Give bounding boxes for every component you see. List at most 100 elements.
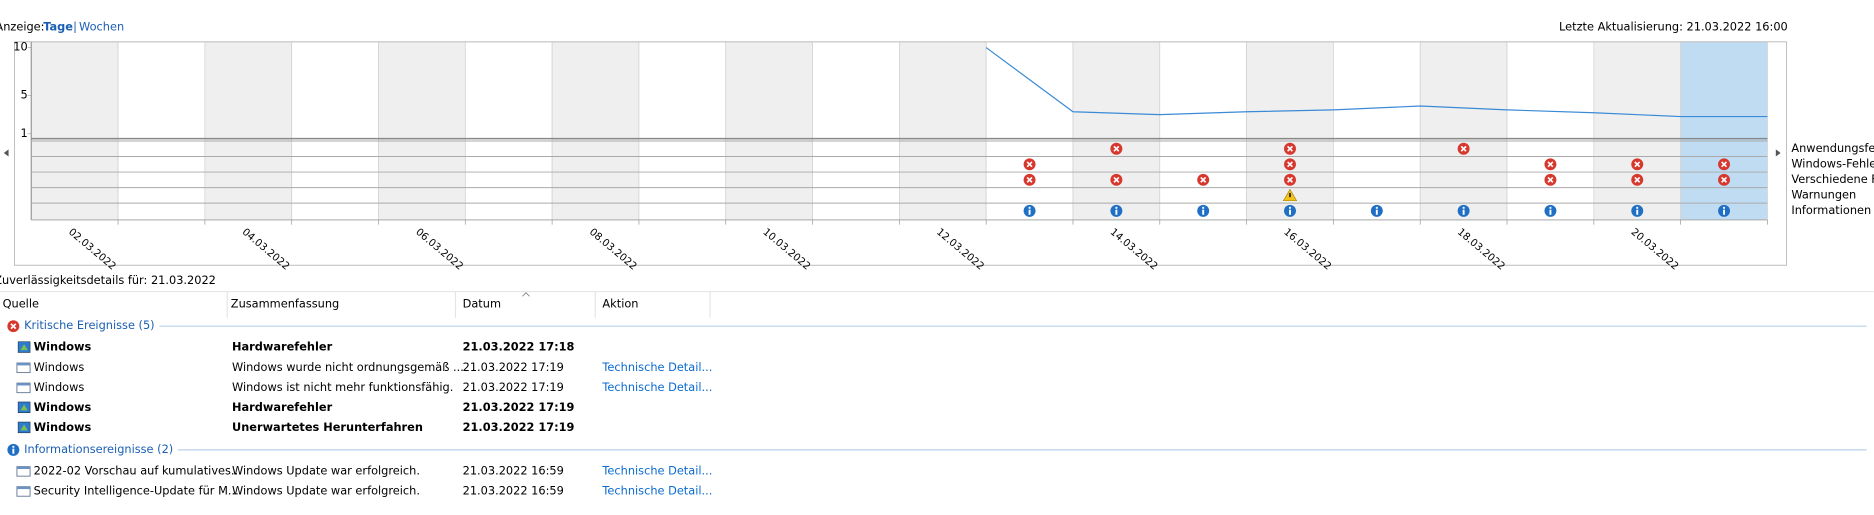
scroll-right[interactable]: [1775, 149, 1781, 157]
column-header[interactable]: Aktion: [602, 297, 638, 311]
day-column: [1072, 41, 1161, 221]
error-icon: [1023, 158, 1036, 171]
stability-line: [985, 47, 1681, 118]
row-source: Windows: [34, 360, 85, 374]
icon-bar: [1289, 192, 1291, 198]
error-icon: [1631, 173, 1644, 186]
row-summary: Hardwarefehler: [232, 400, 333, 414]
day-column: [812, 41, 900, 221]
column-header[interactable]: Zusammenfassung: [231, 297, 339, 311]
day-column: [117, 41, 206, 221]
icon-cross: [1287, 161, 1293, 168]
row-source: Windows: [34, 400, 92, 414]
icon-dot: [1202, 206, 1205, 209]
icon-bar: [1375, 209, 1378, 215]
source-icon-bar: [16, 486, 31, 490]
view-label: Anzeige:: [0, 19, 44, 33]
row-summary: Unerwartetes Herunterfahren: [232, 420, 423, 434]
row-date: 21.03.2022 17:19: [463, 400, 575, 414]
icon-dot: [1375, 206, 1378, 209]
row-action[interactable]: Technische Detail...: [601, 463, 712, 477]
group-title: Kritische Ereignisse (5): [24, 318, 155, 332]
row-date: 21.03.2022 16:59: [463, 483, 564, 497]
icon-dot: [1636, 206, 1639, 209]
icon-cross: [1547, 161, 1554, 168]
info-icon: [1197, 204, 1210, 217]
info-icon: [1370, 204, 1383, 217]
row-action[interactable]: Technische Detail...: [601, 380, 712, 394]
day-column: [1333, 41, 1421, 221]
icon-dot: [1549, 206, 1552, 209]
info-icon: [1284, 204, 1296, 217]
error-icon: [7, 320, 20, 333]
day-column: [204, 41, 293, 221]
day-column: [1159, 41, 1247, 221]
icon-cross: [1634, 161, 1641, 168]
icon-bar: [1636, 209, 1639, 215]
icon-dot: [1462, 206, 1465, 209]
row-date: 21.03.2022 17:18: [463, 340, 575, 354]
last-update: Letzte Aktualisierung: 21.03.2022 16:00: [1559, 19, 1788, 33]
day-column: [551, 41, 640, 221]
day-column: [1419, 41, 1508, 221]
row-source: Windows: [34, 340, 92, 354]
error-icon: [1284, 158, 1296, 171]
day-column: [1593, 41, 1682, 221]
info-icon: [1631, 204, 1644, 217]
view-sep: |: [73, 19, 77, 33]
error-icon: [1110, 142, 1123, 155]
icon-cross: [1721, 176, 1728, 183]
error-icon: [1718, 173, 1731, 186]
error-icon: [1197, 173, 1210, 186]
row-summary: Hardwarefehler: [232, 340, 333, 354]
icon-cross: [1287, 145, 1293, 152]
day-column: [1506, 41, 1595, 221]
view-weeks[interactable]: Wochen: [79, 19, 124, 33]
row-source: Security Intelligence-Update für M...: [34, 483, 239, 497]
y-tick-label: 1: [20, 126, 27, 140]
icon-cross: [1113, 145, 1120, 152]
error-icon: [1457, 142, 1470, 155]
icon-bar: [1549, 209, 1552, 215]
day-column: [30, 41, 119, 221]
row-summary: Windows Update war erfolgreich.: [232, 463, 420, 477]
day-column: [985, 41, 1074, 221]
column-header[interactable]: Datum: [463, 297, 501, 311]
column-header[interactable]: Quelle: [3, 297, 39, 311]
scroll-left[interactable]: [3, 149, 9, 157]
source-icon-mark: [20, 344, 28, 351]
icon-dot: [1115, 206, 1118, 209]
day-column: [1680, 41, 1768, 221]
error-icon: [1284, 173, 1296, 186]
row-source: 2022-02 Vorschau auf kumulatives...: [34, 463, 242, 477]
icon-bar: [1723, 209, 1726, 215]
row-label: Warnungen: [1791, 187, 1856, 201]
view-days[interactable]: Tage: [43, 19, 73, 33]
error-icon: [1544, 158, 1557, 171]
source-icon-bar: [16, 363, 31, 366]
row-action[interactable]: Technische Detail...: [601, 483, 712, 497]
day-column: [899, 41, 987, 221]
icon-cross: [1547, 176, 1554, 183]
info-icon: [1718, 204, 1731, 217]
error-icon: [1284, 142, 1296, 155]
icon-cross: [1026, 176, 1033, 183]
row-label: Anwendungsfeh: [1791, 141, 1874, 155]
y-tick-label: 10: [13, 40, 27, 54]
day-column: [464, 41, 553, 221]
icon-dot: [12, 445, 15, 448]
info-icon: [1023, 204, 1036, 217]
row-action[interactable]: Technische Detail...: [601, 360, 712, 374]
info-icon: [7, 443, 20, 456]
icon-cross: [1026, 161, 1033, 168]
icon-cross: [1200, 176, 1207, 183]
icon-dot: [1289, 206, 1291, 209]
source-icon-bar: [16, 466, 31, 469]
icon-cross: [1287, 176, 1293, 183]
info-icon: [1457, 204, 1470, 217]
row-date: 21.03.2022 17:19: [463, 380, 564, 394]
source-icon-mark: [20, 424, 28, 431]
icon-cross: [1634, 176, 1641, 183]
icon-bar: [1289, 209, 1291, 215]
